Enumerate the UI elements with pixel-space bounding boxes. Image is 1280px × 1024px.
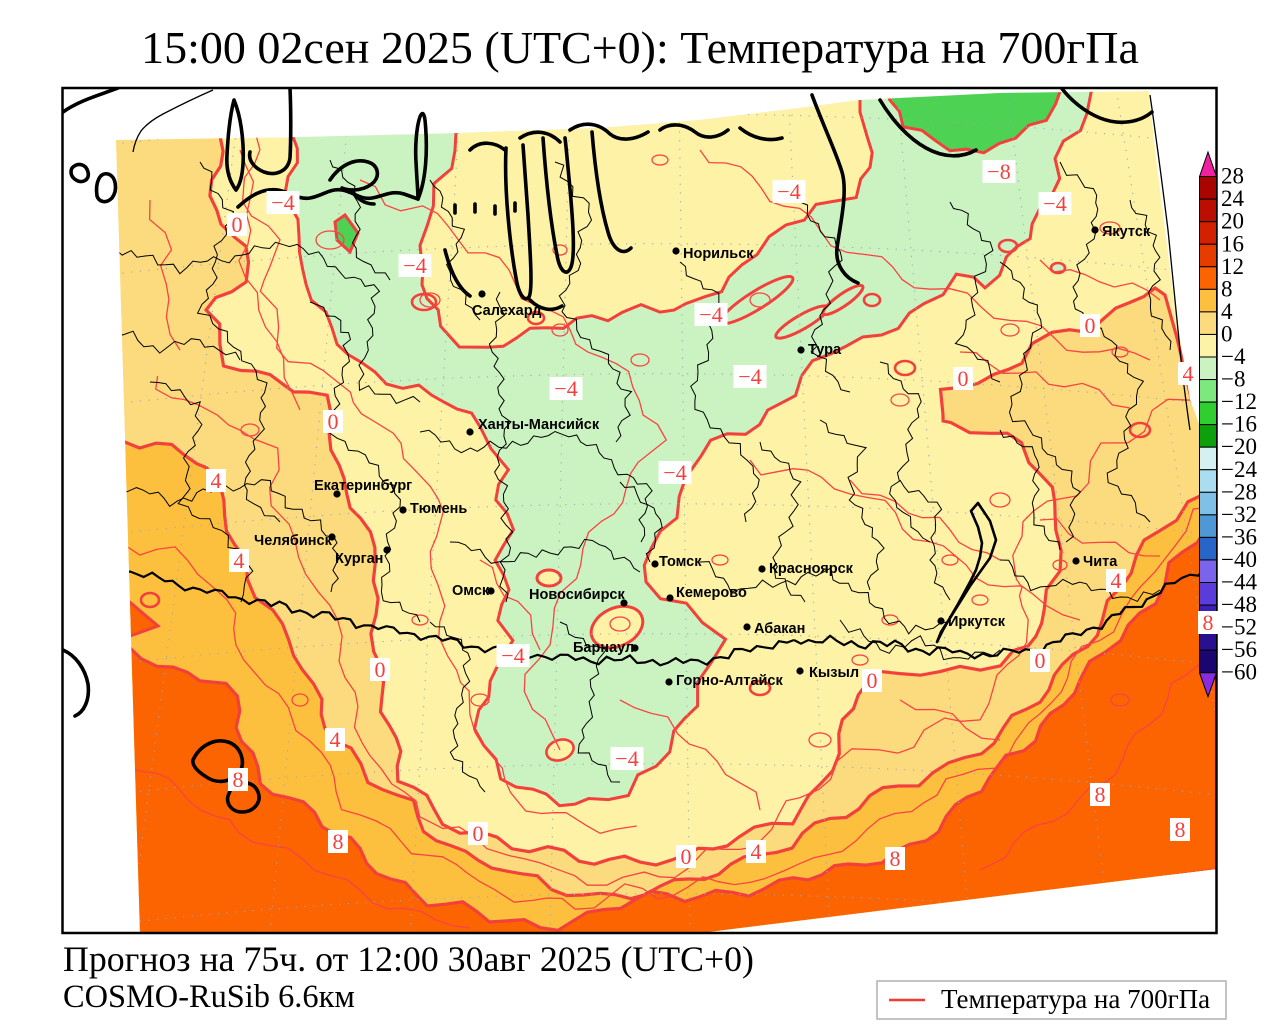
- svg-text:0: 0: [1221, 321, 1233, 346]
- svg-text:−36: −36: [1221, 524, 1257, 549]
- svg-text:−4: −4: [615, 746, 638, 771]
- svg-text:0: 0: [867, 668, 878, 693]
- svg-text:Екатеринбург: Екатеринбург: [314, 478, 412, 494]
- svg-text:28: 28: [1221, 164, 1244, 189]
- svg-text:−4: −4: [777, 179, 800, 204]
- svg-text:Кемерово: Кемерово: [676, 585, 747, 601]
- svg-text:4: 4: [1221, 299, 1233, 324]
- svg-text:Омск: Омск: [452, 583, 490, 599]
- svg-text:−4: −4: [1221, 344, 1246, 369]
- svg-text:Чита: Чита: [1083, 554, 1118, 570]
- svg-text:−4: −4: [738, 364, 761, 389]
- svg-text:24: 24: [1221, 186, 1245, 211]
- svg-text:−8: −8: [1221, 367, 1245, 392]
- svg-text:Якутск: Якутск: [1102, 224, 1151, 240]
- svg-text:−60: −60: [1221, 660, 1257, 685]
- svg-text:8: 8: [890, 846, 901, 871]
- svg-text:Температура на 700гПа: Температура на 700гПа: [941, 984, 1210, 1014]
- svg-text:−52: −52: [1221, 615, 1257, 640]
- svg-text:0: 0: [681, 844, 692, 869]
- svg-text:4: 4: [1183, 361, 1194, 386]
- svg-text:−4: −4: [1043, 191, 1066, 216]
- svg-text:Челябинск: Челябинск: [254, 533, 333, 549]
- svg-text:8: 8: [1203, 610, 1214, 635]
- svg-text:8: 8: [233, 767, 244, 792]
- svg-text:−4: −4: [501, 643, 524, 668]
- svg-text:−32: −32: [1221, 502, 1257, 527]
- svg-text:−28: −28: [1221, 479, 1257, 504]
- svg-text:0: 0: [1035, 648, 1046, 673]
- svg-text:Салехард: Салехард: [472, 303, 541, 319]
- svg-text:−8: −8: [987, 159, 1010, 184]
- svg-text:Горно-Алтайск: Горно-Алтайск: [676, 673, 783, 689]
- svg-text:20: 20: [1221, 209, 1244, 234]
- svg-text:0: 0: [375, 657, 386, 682]
- svg-text:4: 4: [211, 468, 222, 493]
- svg-text:0: 0: [328, 409, 339, 434]
- svg-text:Красноярск: Красноярск: [769, 561, 854, 577]
- svg-text:Абакан: Абакан: [754, 621, 805, 637]
- svg-text:Курган: Курган: [335, 551, 383, 567]
- svg-text:8: 8: [1221, 276, 1233, 301]
- svg-text:8: 8: [333, 829, 344, 854]
- svg-text:0: 0: [473, 821, 484, 846]
- svg-text:Кызыл: Кызыл: [809, 665, 859, 681]
- svg-text:Томск: Томск: [659, 554, 702, 570]
- svg-text:4: 4: [330, 727, 341, 752]
- svg-text:0: 0: [1085, 313, 1096, 338]
- svg-text:16: 16: [1221, 231, 1244, 256]
- svg-text:−12: −12: [1221, 389, 1257, 414]
- svg-text:−4: −4: [271, 190, 294, 215]
- svg-text:−4: −4: [663, 460, 686, 485]
- svg-text:Новосибирск: Новосибирск: [529, 587, 625, 603]
- svg-text:15:00 02сен 2025 (UTC+0): Темп: 15:00 02сен 2025 (UTC+0): Температура на…: [141, 22, 1139, 73]
- svg-text:4: 4: [751, 839, 762, 864]
- svg-text:0: 0: [232, 212, 243, 237]
- svg-text:Прогноз на 75ч. от 12:00 30авг: Прогноз на 75ч. от 12:00 30авг 2025 (UTC…: [63, 939, 754, 979]
- svg-text:4: 4: [1111, 568, 1122, 593]
- svg-text:Тура: Тура: [808, 342, 842, 358]
- svg-text:−56: −56: [1221, 637, 1257, 662]
- svg-text:−16: −16: [1221, 412, 1257, 437]
- svg-text:−4: −4: [403, 253, 426, 278]
- svg-text:Тюмень: Тюмень: [410, 501, 467, 517]
- svg-text:Норильск: Норильск: [683, 246, 754, 262]
- svg-text:8: 8: [1175, 817, 1186, 842]
- svg-text:Ханты-Мансийск: Ханты-Мансийск: [478, 417, 600, 433]
- svg-text:−4: −4: [554, 376, 577, 401]
- svg-text:Барнаул: Барнаул: [573, 640, 634, 656]
- svg-text:−44: −44: [1221, 570, 1257, 595]
- svg-text:−48: −48: [1221, 592, 1257, 617]
- svg-text:0: 0: [958, 366, 969, 391]
- svg-text:COSMO-RuSib 6.6км: COSMO-RuSib 6.6км: [63, 979, 355, 1015]
- svg-text:4: 4: [234, 548, 245, 573]
- svg-text:Иркутск: Иркутск: [948, 614, 1006, 630]
- svg-text:−40: −40: [1221, 547, 1257, 572]
- svg-text:8: 8: [1095, 782, 1106, 807]
- svg-text:−20: −20: [1221, 434, 1257, 459]
- svg-text:12: 12: [1221, 254, 1244, 279]
- svg-text:−4: −4: [699, 302, 722, 327]
- svg-text:−24: −24: [1221, 457, 1257, 482]
